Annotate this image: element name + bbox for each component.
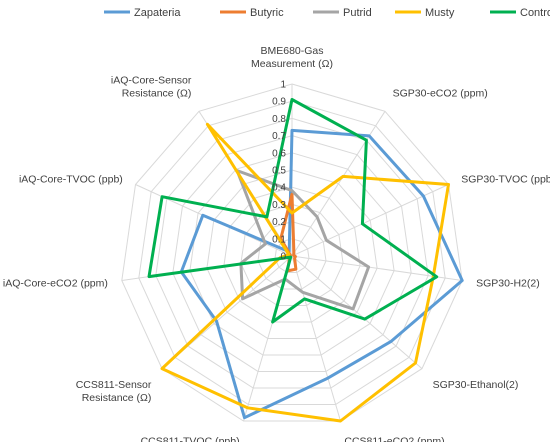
axis-label-line: CCS811-TVOC (ppb) (141, 436, 240, 442)
tick-label: 0.2 (272, 217, 286, 228)
grid-ring (240, 203, 344, 306)
axis-label: BME680-Gas Measurement (Ω) (251, 45, 333, 70)
axis-label: iAQ-Core-eCO2 (ppm) (3, 278, 108, 290)
axis-label-line: Resistance (Ω) (122, 88, 192, 100)
grid-ring (121, 83, 463, 422)
grid-ring (155, 117, 429, 389)
legend-label-control: Control (520, 7, 550, 19)
grid-spoke (291, 255, 423, 369)
legend-label-zapateria: Zapateria (134, 7, 181, 19)
radial-tick-labels: 0 0.1 0.2 0.3 0.4 0.5 0.6 0.7 0.8 0.9 1 (272, 80, 286, 263)
axis-label-line: BME680-Gas (260, 45, 323, 57)
grid-ring (172, 135, 412, 372)
axis-label: SGP30-Ethanol(2) (433, 379, 519, 391)
legend-label-musty: Musty (425, 7, 455, 19)
axis-labels: BME680-Gas Measurement (Ω) SGP30-eCO2 (ppm… (3, 45, 550, 442)
series-putrid (235, 169, 371, 311)
series-musty (160, 122, 450, 423)
grid-ring (223, 186, 361, 323)
axis-label-line: iAQ-Core-eCO2 (ppm) (3, 278, 108, 290)
tick-label: 0.7 (272, 131, 286, 142)
tick-label: 0.1 (272, 234, 286, 245)
grid-spoke (291, 255, 341, 422)
axis-label: iAQ-Core-TVOC (ppb) (19, 174, 123, 186)
tick-label: 0.4 (272, 183, 286, 194)
legend: Zapateria Butyric Putrid Musty Control (104, 7, 550, 19)
axis-label: SGP30-H2(2) (476, 278, 540, 290)
tick-label: 0.5 (272, 166, 286, 177)
tick-label: 0.6 (272, 148, 286, 159)
series-control (147, 98, 439, 324)
radar-series (147, 98, 464, 423)
axis-label-line: SGP30-TVOC (ppb) (461, 174, 550, 186)
axis-label-line: SGP30-eCO2 (ppm) (393, 88, 488, 100)
legend-label-butyric: Butyric (250, 7, 284, 19)
axis-label-line: SGP30-Ethanol(2) (433, 379, 519, 391)
legend-label-putrid: Putrid (343, 7, 372, 19)
axis-label-line: CCS811-Sensor (76, 379, 152, 391)
grid-ring (206, 169, 378, 339)
series-zapateria (179, 128, 464, 420)
axis-label-line: SGP30-H2(2) (476, 278, 540, 290)
tick-label: 0.8 (272, 114, 286, 125)
tick-label: 0.3 (272, 200, 286, 211)
axis-label-line: Resistance (Ω) (82, 392, 152, 404)
axis-label: CCS811-eCO2 (ppm) (344, 436, 444, 442)
axis-label: iAQ-Core-Sensor Resistance (Ω) (111, 75, 192, 100)
axis-label-line: CCS811-eCO2 (ppm) (344, 436, 444, 442)
tick-label: 1 (280, 80, 286, 91)
axis-label-line: iAQ-Core-Sensor (111, 75, 192, 87)
axis-label-line: iAQ-Core-TVOC (ppb) (19, 174, 123, 186)
axis-label-line: Measurement (Ω) (251, 58, 333, 70)
axis-label: SGP30-TVOC (ppb) (461, 174, 550, 186)
tick-label: 0.9 (272, 97, 286, 108)
grid-ring (138, 100, 446, 405)
axis-label: CCS811-TVOC (ppb) (141, 436, 240, 442)
axis-label: SGP30-eCO2 (ppm) (393, 88, 488, 100)
tick-label: 0 (280, 252, 286, 263)
axis-label: CCS811-Sensor Resistance (Ω) (76, 379, 152, 404)
